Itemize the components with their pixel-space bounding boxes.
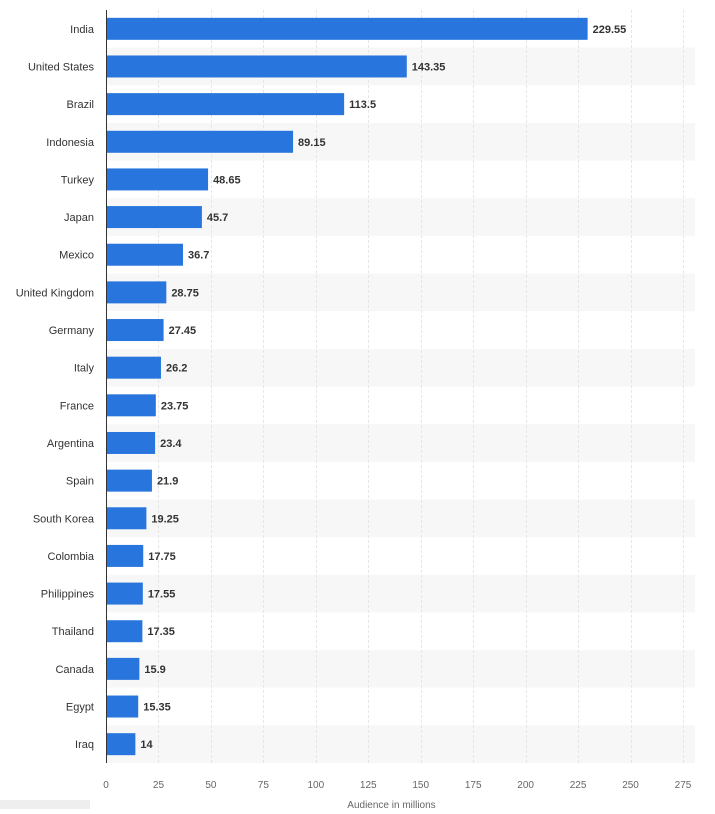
- value-label: 15.35: [143, 702, 171, 714]
- value-label: 28.75: [171, 287, 199, 299]
- category-label: Mexico: [59, 250, 94, 262]
- value-label: 229.55: [593, 24, 627, 36]
- bar: [106, 507, 147, 530]
- value-label: 21.9: [157, 476, 178, 488]
- bar: [106, 582, 143, 605]
- bar: [106, 544, 144, 567]
- bar: [106, 620, 143, 643]
- category-label: France: [60, 400, 94, 412]
- value-label: 113.5: [349, 99, 376, 111]
- row-band: [106, 725, 695, 763]
- value-label: 143.35: [412, 61, 446, 73]
- x-tick-label: 0: [103, 780, 109, 791]
- category-label: Iraq: [75, 739, 94, 751]
- x-tick-label: 125: [360, 780, 377, 791]
- category-label: Spain: [66, 476, 94, 488]
- x-tick-label: 75: [258, 780, 270, 791]
- bar: [106, 469, 152, 492]
- x-axis-ticks: 0 25 50 75 100 125 150 175 200 225 250 275: [103, 780, 692, 791]
- bar: [106, 93, 345, 116]
- x-tick-label: 250: [622, 780, 639, 791]
- bar: [106, 168, 209, 191]
- value-label: 48.65: [213, 174, 241, 186]
- gridlines: [158, 10, 684, 763]
- value-label: 36.7: [188, 250, 209, 262]
- category-label: United States: [28, 61, 95, 73]
- x-tick-label: 225: [570, 780, 587, 791]
- x-tick-label: 200: [517, 780, 534, 791]
- category-label: Thailand: [52, 626, 94, 638]
- bar: [106, 206, 202, 229]
- row-band: [106, 424, 695, 462]
- bar: [106, 394, 156, 417]
- x-tick-label: 50: [205, 780, 217, 791]
- bar: [106, 243, 184, 266]
- row-bands: [106, 47, 695, 763]
- value-label: 17.35: [147, 626, 175, 638]
- category-label: Italy: [74, 363, 95, 375]
- value-label: 23.75: [161, 400, 189, 412]
- bars: [106, 17, 588, 756]
- bar: [106, 356, 161, 379]
- value-label: 19.25: [151, 513, 179, 525]
- row-band: [106, 650, 695, 688]
- bar: [106, 319, 164, 342]
- category-label: Philippines: [41, 589, 95, 601]
- category-label: Japan: [64, 212, 94, 224]
- x-tick-label: 25: [153, 780, 165, 791]
- bar: [106, 281, 167, 304]
- row-band: [106, 574, 695, 613]
- bar: [106, 431, 156, 454]
- row-band: [106, 348, 695, 387]
- value-label: 45.7: [207, 212, 228, 224]
- category-label: United Kingdom: [16, 287, 94, 299]
- row-band: [106, 198, 695, 236]
- value-label: 17.55: [148, 589, 176, 601]
- value-label: 26.2: [166, 363, 187, 375]
- category-label: Argentina: [47, 438, 95, 450]
- x-tick-label: 150: [412, 780, 429, 791]
- value-label: 15.9: [144, 664, 165, 676]
- value-labels: 229.55 143.35 113.5 89.15 48.65 45.7 36.7 28.75…: [140, 24, 626, 751]
- category-label: Germany: [49, 325, 95, 337]
- value-label: 27.45: [169, 325, 197, 337]
- x-axis-title: Audience in millions: [347, 800, 435, 809]
- bar: [106, 695, 139, 718]
- category-label: Brazil: [66, 99, 94, 111]
- bar: [106, 657, 140, 680]
- value-label: 23.4: [160, 438, 182, 450]
- bar: [106, 55, 407, 78]
- category-label: South Korea: [33, 513, 95, 525]
- category-label: Colombia: [48, 551, 95, 563]
- bar: [106, 17, 588, 40]
- x-tick-label: 175: [465, 780, 482, 791]
- bar: [106, 733, 136, 756]
- x-tick-label: 100: [307, 780, 324, 791]
- category-label: Indonesia: [46, 137, 95, 149]
- category-label: Canada: [55, 664, 94, 676]
- category-label: India: [70, 24, 95, 36]
- bar: [106, 130, 294, 153]
- footer-strip: [0, 800, 90, 809]
- category-labels: India United States Brazil Indonesia Turkey J…: [16, 24, 95, 751]
- category-label: Egypt: [66, 702, 94, 714]
- row-band: [106, 273, 695, 312]
- value-label: 14: [140, 739, 153, 751]
- value-label: 89.15: [298, 137, 326, 149]
- value-label: 17.75: [148, 551, 176, 563]
- x-tick-label: 275: [675, 780, 692, 791]
- category-label: Turkey: [61, 174, 95, 186]
- row-band: [106, 499, 695, 538]
